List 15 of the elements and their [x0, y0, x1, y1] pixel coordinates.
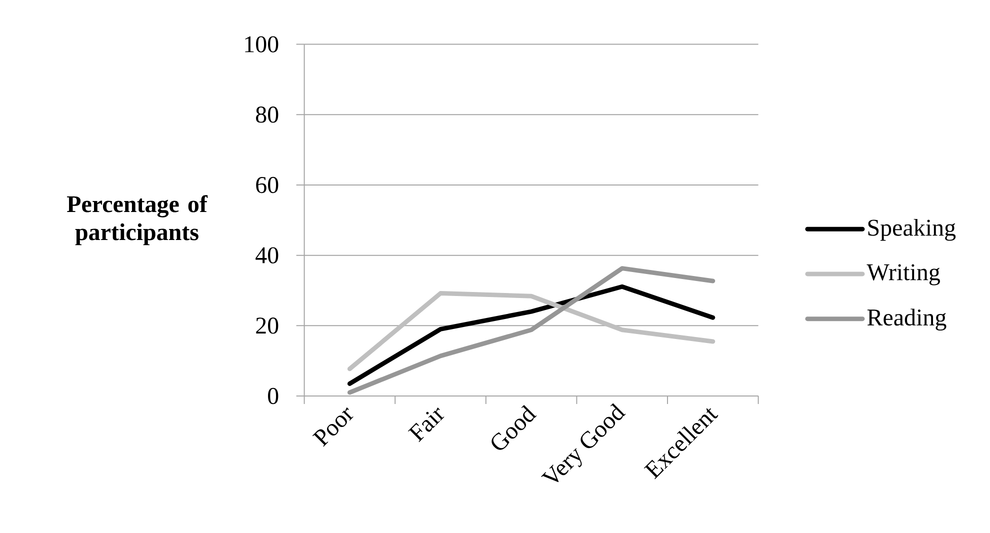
legend-label: Reading — [867, 308, 946, 331]
y-tick-label: 40 — [256, 247, 278, 264]
legend-label: Speaking — [868, 218, 956, 241]
y-tick-label: 100 — [245, 36, 278, 52]
x-tick-label: Poor — [312, 407, 354, 447]
x-tick-label: Fair — [408, 407, 444, 442]
y-tick-label: 60 — [256, 176, 278, 194]
line-series — [347, 266, 716, 395]
line-series — [347, 284, 716, 386]
y-tick-label: 80 — [256, 106, 278, 123]
line-series — [347, 291, 716, 372]
y-tick-label: 20 — [256, 318, 278, 334]
y-axis-title: Percentage of participants — [67, 195, 208, 246]
legend-label: Writing — [866, 264, 940, 286]
y-tick-label: 0 — [268, 388, 278, 404]
